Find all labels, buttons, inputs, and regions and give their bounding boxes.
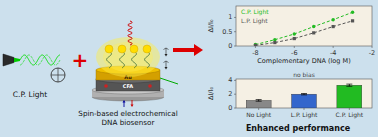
glow <box>96 37 160 77</box>
y-tick-label: 2 <box>228 90 232 98</box>
polarizer <box>51 68 65 82</box>
dna-helix <box>132 51 137 68</box>
point <box>293 37 296 40</box>
point <box>273 41 276 44</box>
spin-detector <box>166 61 167 68</box>
plot-frame <box>236 6 372 46</box>
error-cap <box>301 93 307 94</box>
point <box>254 44 257 46</box>
beam-wave <box>20 55 60 65</box>
spin-detector <box>166 48 167 55</box>
bar <box>246 100 271 108</box>
polarizer-cross <box>51 75 65 76</box>
legend-entry: L.P. Light <box>241 17 268 25</box>
spin-detector <box>164 48 169 50</box>
line <box>255 21 352 46</box>
annotation-line: DNA biosensor <box>102 118 155 127</box>
x-tick-label: -6 <box>291 49 297 57</box>
spin-arrow <box>123 100 126 103</box>
point <box>254 43 257 46</box>
x-tick-label: -8 <box>252 49 258 57</box>
x-axis-label: Complementary DNA (log M) <box>257 57 350 65</box>
y-tick <box>234 17 236 18</box>
spin-detector <box>165 54 168 57</box>
big-arrow <box>173 48 195 52</box>
laser-body <box>3 54 14 66</box>
ssdna <box>128 21 132 45</box>
big-arrow <box>194 44 203 56</box>
y-tick <box>234 31 236 32</box>
dna-helix <box>120 51 125 68</box>
spin-arrow <box>131 105 134 108</box>
y-tick <box>234 94 236 95</box>
point <box>312 31 315 34</box>
y-tick <box>234 46 236 47</box>
y-tick-label: 0 <box>228 42 232 50</box>
y-tick-label: 0.5 <box>222 28 232 36</box>
y-tick <box>234 80 236 81</box>
spin-arrow <box>132 100 133 105</box>
point <box>293 32 296 35</box>
error-cap <box>256 99 262 100</box>
y-tick-label: 1 <box>228 13 232 21</box>
error-cap <box>346 84 352 85</box>
point <box>351 19 354 22</box>
plot-area <box>246 84 362 108</box>
annotation: C.P. Light <box>13 90 48 99</box>
error-cap <box>301 94 307 95</box>
dna-helix <box>107 51 112 68</box>
gold-ball <box>130 45 138 53</box>
x-tick-label: -2 <box>369 49 375 57</box>
glow <box>103 42 153 72</box>
annotation: CFA <box>123 83 134 89</box>
cfa-dot <box>148 84 152 88</box>
cfa-dot <box>104 84 108 88</box>
point <box>312 25 315 28</box>
error-cap <box>256 101 262 102</box>
plot-area <box>254 11 355 46</box>
gold-ball <box>143 45 151 53</box>
annotation-line: Spin-based electrochemical <box>78 109 177 118</box>
point <box>331 18 334 21</box>
spin-detector <box>164 61 169 63</box>
line <box>255 12 352 44</box>
y-tick-label: 0 <box>228 104 232 112</box>
y-tick <box>234 108 236 109</box>
x-tick-label: L.P. Light <box>291 111 318 119</box>
figure: C.P. Light+CFAAuSpin-based electrochemic… <box>0 0 378 137</box>
lead-wire <box>160 78 178 84</box>
title: Enhanced performance <box>246 124 351 133</box>
beam-wave <box>20 55 60 65</box>
y-axis-label: ΔI/I₀ <box>207 87 215 100</box>
point <box>273 38 276 41</box>
spin-arrow <box>124 102 125 107</box>
gold-ball <box>118 45 126 53</box>
x-tick-label: -4 <box>330 49 336 57</box>
annotation: Spin-based electrochemicalDNA biosensor <box>78 109 177 127</box>
error-cap <box>346 86 352 87</box>
x-tick-label: C.P. Light <box>336 111 364 119</box>
laser-emit <box>14 58 20 63</box>
legend-entry: C.P. Light <box>241 8 269 16</box>
dna-helix <box>145 51 150 68</box>
y-axis-label: ΔI/I₀ <box>207 19 215 32</box>
point <box>332 25 335 28</box>
plot-frame <box>236 79 372 108</box>
spin-detector <box>165 67 168 70</box>
annotation: no bias <box>293 71 315 78</box>
illustration: C.P. Light+CFAAuSpin-based electrochemic… <box>3 21 203 127</box>
point <box>351 11 354 14</box>
annotation: + <box>72 48 89 72</box>
error-bar <box>301 94 307 95</box>
gold-ball <box>105 45 113 53</box>
bar <box>337 85 362 108</box>
bar <box>292 94 317 108</box>
x-tick-label: No Light <box>246 111 272 119</box>
error-bar <box>256 100 262 102</box>
y-tick-label: 4 <box>228 76 232 84</box>
error-bar <box>346 84 352 86</box>
